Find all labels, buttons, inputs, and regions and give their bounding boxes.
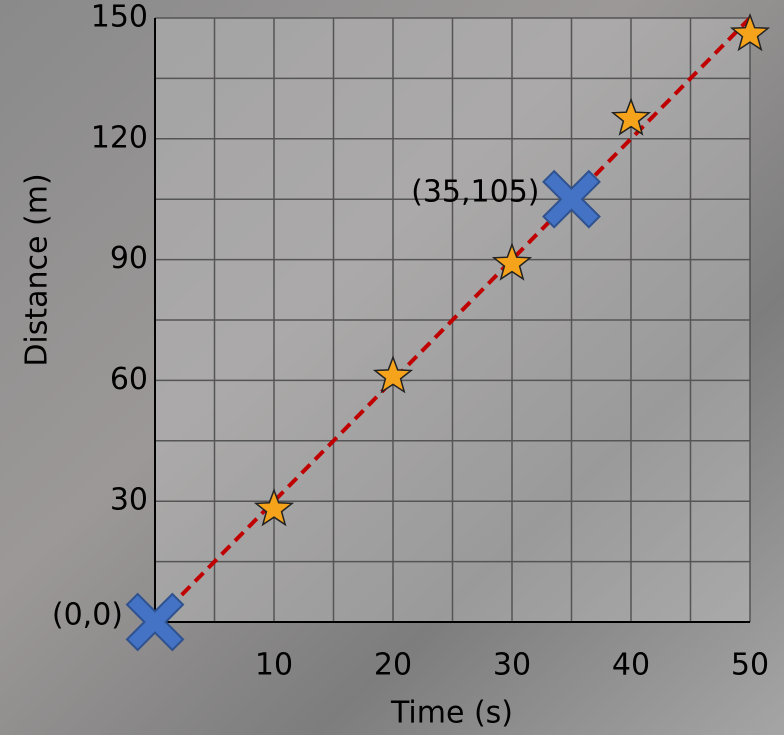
point-label: (0,0) (52, 598, 123, 633)
y-tick-label: 60 (110, 362, 148, 397)
x-tick-label: 50 (731, 648, 769, 683)
y-axis-label: Distance (m) (20, 173, 55, 366)
x-tick-label: 40 (612, 648, 650, 683)
y-tick-label: 30 (110, 483, 148, 518)
point-label: (35,105) (411, 175, 539, 210)
y-tick-label: 120 (91, 120, 148, 155)
x-tick-label: 30 (493, 648, 531, 683)
x-tick-label: 20 (374, 648, 412, 683)
y-tick-label: 150 (91, 0, 148, 35)
y-tick-label: 90 (110, 241, 148, 276)
chart: Time (s) Distance (m) 10 20 30 40 50 30 60 90 12… (0, 0, 784, 735)
x-axis-label: Time (s) (390, 696, 513, 731)
x-tick-label: 10 (255, 648, 293, 683)
